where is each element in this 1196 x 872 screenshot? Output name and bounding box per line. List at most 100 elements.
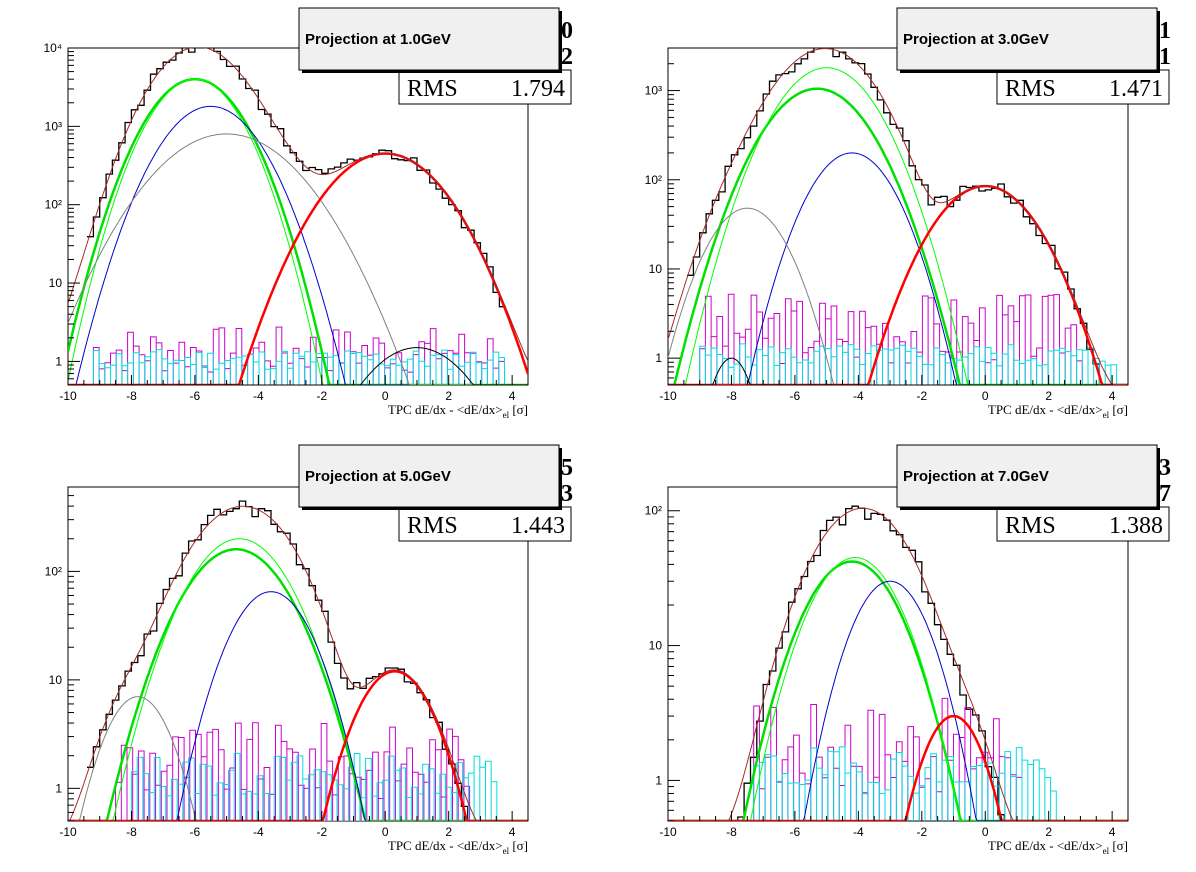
x-tick-label: -4 [253, 825, 264, 839]
fit-curve-pion [668, 87, 1128, 385]
x-tick-label: 2 [445, 825, 452, 839]
x-tick-label: -6 [190, 389, 201, 403]
stats-partial-value: 1 [1159, 44, 1171, 70]
panel-title: Projection at 5.0GeV [305, 468, 451, 485]
y-tick-label: 10 [49, 276, 63, 290]
fit-curve-electron [68, 670, 528, 821]
fit-curve-deuteron [68, 347, 528, 385]
y-tick-label: 10 [49, 673, 63, 687]
fit-curve-pion [68, 548, 528, 821]
residual-histogram-2 [92, 349, 505, 385]
x-tick-label: -2 [916, 389, 927, 403]
x-tick-label: -8 [126, 389, 137, 403]
x-tick-label: -4 [853, 825, 864, 839]
x-tick-label: -10 [659, 825, 677, 839]
fit-curve-total [668, 48, 1128, 385]
panel-4: -10 -8 -6 -4 -2 0 2 4 1 10 10² TPC dE/dx - <dE/dx>e… [645, 444, 1171, 856]
x-tick-label: 4 [1109, 389, 1116, 403]
panel-title: Projection at 7.0GeV [903, 468, 1049, 485]
panel-2: -10 -8 -6 -4 -2 0 2 4 1 10 10² 10³ TPC dE/dx - <dE/d… [645, 7, 1171, 420]
x-tick-label: 2 [1045, 389, 1052, 403]
y-tick-label: 1 [655, 773, 662, 787]
fit-curve-total [668, 507, 1128, 821]
panel-3: -10 -8 -6 -4 -2 0 2 4 1 10 10² TPC dE/dx - <dE/dx>e… [45, 444, 573, 856]
panel-title: Projection at 1.0GeV [305, 31, 451, 48]
title-box [298, 7, 560, 71]
stats-partial-value: 1 [1159, 18, 1171, 44]
fit-curve-kaon [668, 580, 1128, 821]
x-tick-label: -10 [59, 825, 77, 839]
x-tick-label: 0 [382, 825, 389, 839]
rms-label: RMS [407, 513, 458, 539]
x-tick-label: -8 [726, 825, 737, 839]
rms-label: RMS [1005, 76, 1056, 102]
y-tick-label: 10² [45, 198, 62, 212]
x-tick-label: -10 [659, 389, 677, 403]
fit-curve-kaon [668, 152, 1128, 385]
fit-curve-kaon [68, 105, 528, 385]
x-tick-label: -4 [853, 389, 864, 403]
fit-curve-proton [668, 207, 1128, 385]
x-tick-label: -4 [253, 389, 264, 403]
y-tick-label: 1 [55, 781, 62, 795]
plot-area [668, 48, 1128, 385]
fit-curve-deuteron [668, 357, 1128, 385]
stats-partial-value: 3 [1159, 455, 1171, 481]
y-tick-label: 10² [645, 173, 662, 187]
fit-curve-pion_alt [668, 556, 1128, 821]
x-axis-label: TPC dE/dx - <dE/dx>el [σ] [988, 838, 1128, 856]
residual-histogram-2 [130, 752, 498, 821]
rms-label: RMS [1005, 513, 1056, 539]
y-tick-label: 10³ [645, 84, 662, 98]
x-tick-label: -2 [916, 825, 927, 839]
title-box [896, 7, 1158, 71]
x-tick-label: 0 [982, 389, 989, 403]
rms-value: 1.471 [1109, 76, 1163, 102]
fit-curve-pion_alt [68, 78, 528, 385]
fit-curve-pion_alt [68, 538, 528, 821]
title-box [896, 444, 1158, 508]
x-tick-label: -10 [59, 389, 77, 403]
x-tick-label: 4 [509, 389, 516, 403]
x-axis-label: TPC dE/dx - <dE/dx>el [σ] [388, 838, 528, 856]
x-tick-label: 0 [982, 825, 989, 839]
x-axis-label: TPC dE/dx - <dE/dx>el [σ] [388, 402, 528, 420]
fit-curve-pion [668, 560, 1128, 821]
rms-value: 1.794 [511, 76, 565, 102]
x-tick-label: -6 [790, 389, 801, 403]
fit-curve-electron [668, 714, 1128, 821]
x-tick-label: -6 [790, 825, 801, 839]
fit-curve-proton [68, 133, 528, 385]
fit-curve-pion [68, 77, 528, 385]
fit-curve-total [68, 505, 528, 821]
rms-value: 1.443 [511, 513, 565, 539]
y-tick-label: 10² [645, 504, 662, 518]
stats-box [398, 506, 572, 542]
y-tick-label: 1 [55, 354, 62, 368]
panel-title: Projection at 3.0GeV [903, 31, 1049, 48]
residual-histogram-2 [699, 343, 1118, 385]
fit-curve-kaon [68, 591, 528, 821]
stats-partial-value: 5 [561, 455, 573, 481]
stats-partial-value: 2 [561, 44, 573, 70]
stats-partial-value: 0 [561, 18, 573, 44]
y-tick-label: 1 [655, 351, 662, 365]
rms-label: RMS [407, 76, 458, 102]
x-tick-label: -6 [190, 825, 201, 839]
y-tick-label: 10² [45, 564, 62, 578]
stats-partial-value: 3 [561, 481, 573, 507]
plot-area [668, 505, 1128, 821]
plot-area [68, 500, 528, 821]
x-tick-label: 4 [509, 825, 516, 839]
fit-curve-proton [68, 696, 528, 821]
x-tick-label: -2 [316, 825, 327, 839]
fit-curve-pion_alt [668, 67, 1128, 385]
title-box [298, 444, 560, 508]
fit-curve-total [68, 48, 528, 362]
x-axis-label: TPC dE/dx - <dE/dx>el [σ] [988, 402, 1128, 420]
x-tick-label: 2 [1045, 825, 1052, 839]
y-tick-label: 10⁴ [43, 41, 62, 55]
x-tick-label: 2 [445, 389, 452, 403]
